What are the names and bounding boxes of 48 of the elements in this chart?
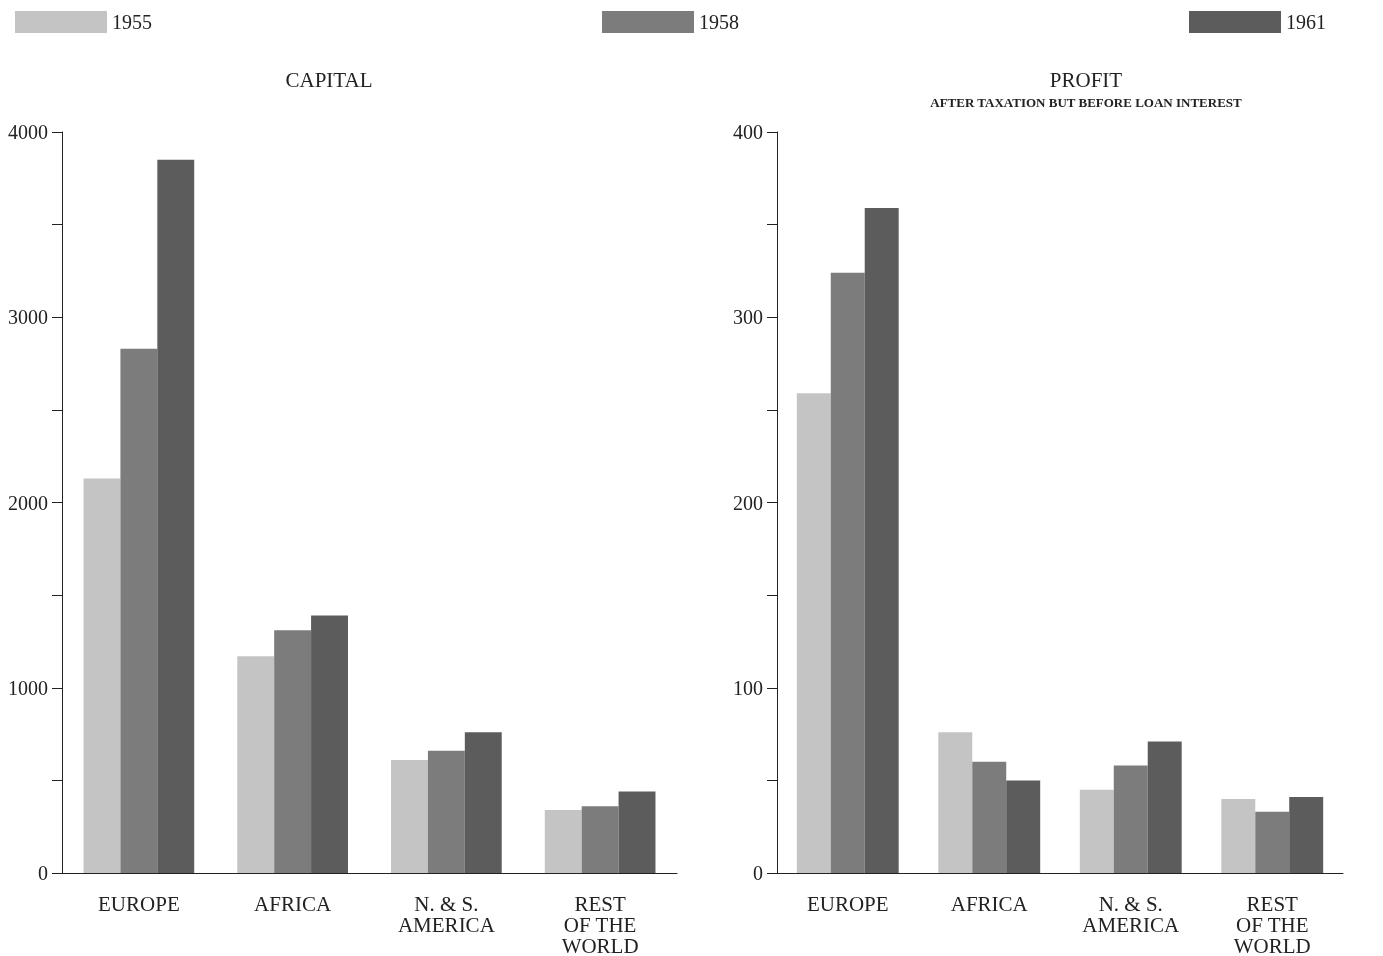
chart-subtitle: AFTER TAXATION BUT BEFORE LOAN INTEREST	[930, 95, 1243, 110]
bar	[120, 348, 158, 873]
x-tick-label: REST OF THE WORLD	[561, 891, 639, 956]
bar	[427, 750, 465, 873]
y-tick-label: 3000	[8, 306, 48, 329]
y-tick-label: 100	[733, 676, 763, 699]
y-tick-label: 300	[733, 306, 763, 329]
bar	[83, 478, 121, 873]
bar	[157, 159, 195, 873]
bar	[618, 791, 656, 873]
bar	[311, 615, 348, 873]
bar	[938, 732, 973, 873]
bar	[1079, 789, 1114, 873]
bar	[544, 810, 582, 873]
x-tick-label: REST OF THE WORLD	[1233, 891, 1311, 956]
bar	[864, 207, 899, 873]
y-tick-label: 400	[733, 121, 763, 143]
bar	[830, 272, 865, 873]
legend-label: 1955	[112, 11, 152, 33]
bar	[1221, 798, 1256, 873]
bar	[972, 761, 1007, 873]
bar	[464, 732, 502, 873]
chart-title: CAPITAL	[285, 67, 373, 92]
bar	[796, 393, 831, 873]
y-tick-label: 0	[753, 862, 763, 884]
chart-title: PROFIT	[1049, 67, 1123, 92]
bar	[1255, 811, 1290, 873]
x-tick-label: EUROPE	[806, 891, 889, 916]
y-tick-label: 1000	[8, 676, 48, 699]
legend-label: 1961	[1286, 11, 1326, 33]
y-tick-label: 4000	[8, 121, 48, 143]
x-tick-label: AFRICA	[254, 891, 332, 916]
y-tick-label: 200	[733, 491, 763, 514]
bar	[391, 760, 428, 873]
bar	[1113, 765, 1148, 873]
x-tick-label: N. & S. AMERICA	[397, 891, 496, 937]
bar	[237, 656, 275, 873]
legend-label: 1958	[699, 11, 739, 33]
y-tick-label: 0	[38, 862, 48, 884]
bar	[1289, 797, 1324, 873]
bar	[1006, 780, 1041, 873]
bar	[581, 806, 619, 873]
x-tick-label: AFRICA	[950, 891, 1029, 916]
bar	[274, 630, 312, 873]
x-tick-label: EUROPE	[98, 891, 180, 916]
x-tick-label: N. & S. AMERICA	[1082, 891, 1180, 937]
y-tick-label: 2000	[8, 491, 48, 514]
bar	[1147, 741, 1182, 873]
